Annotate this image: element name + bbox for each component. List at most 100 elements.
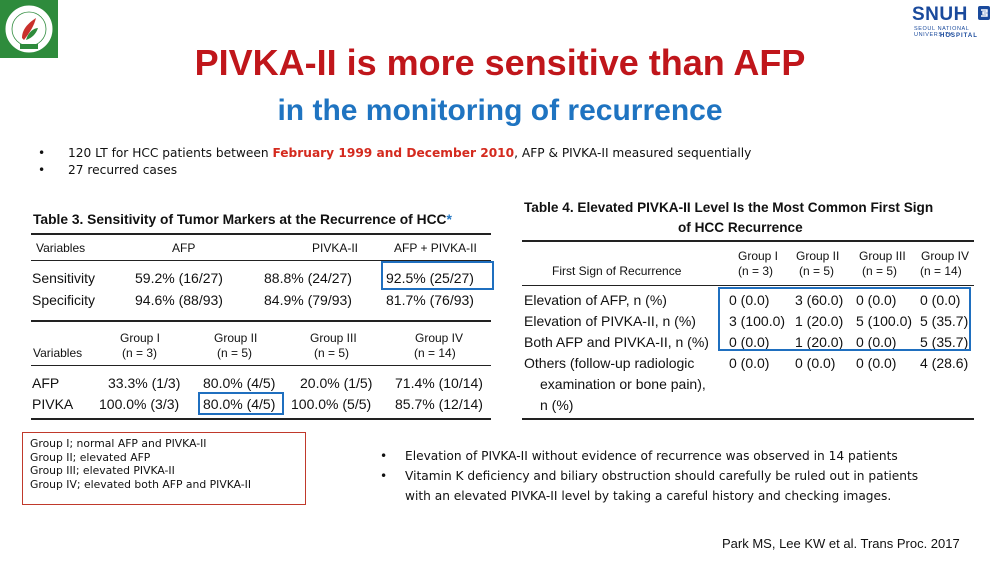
table-cell: 80.0% (4/5): [203, 375, 276, 391]
bullet-text: , AFP & PIVKA-II measured sequentially: [514, 146, 752, 160]
table-cell: 84.9% (79/93): [264, 292, 352, 308]
rule: [31, 233, 491, 235]
bullet-icon: •: [380, 469, 388, 483]
group-header: (n = 5): [217, 346, 253, 360]
table-cell: 71.4% (10/14): [395, 375, 483, 391]
table-cell: 94.6% (88/93): [135, 292, 223, 308]
snuh-logo: SNUH SEOUL NATIONAL UNIVERSITY HOSPITAL: [912, 4, 994, 40]
highlight-box: [718, 287, 971, 351]
snuh-logo-text: SNUH: [912, 4, 968, 25]
bullet-text: with an elevated PIVKA-II level by takin…: [405, 489, 892, 503]
group-header: Group IV: [921, 249, 970, 263]
group-header: (n = 5): [314, 346, 350, 360]
table-3-title: Table 3. Sensitivity of Tumor Markers at…: [33, 212, 452, 227]
table-cell: 81.7% (76/93): [386, 292, 474, 308]
snuh-logo-subtext: SEOUL NATIONAL UNIVERSITY: [914, 26, 970, 38]
society-seal-logo: [0, 0, 58, 58]
bullet-highlight: February 1999 and December 2010: [272, 146, 515, 160]
col-header: AFP: [172, 241, 196, 255]
rule: [31, 260, 491, 261]
table-cell: 100.0% (3/3): [99, 396, 180, 412]
col-header: Variables: [33, 346, 83, 360]
table-cell: 0 (0.0): [856, 334, 897, 350]
row-label: n (%): [540, 397, 574, 413]
group-header: Group II: [796, 249, 840, 263]
legend-item: Group III; elevated PIVKA-II: [30, 464, 175, 478]
footnote-mark: *: [446, 212, 452, 227]
table-cell: 100.0% (5/5): [291, 396, 372, 412]
table-cell: 0 (0.0): [920, 292, 961, 308]
row-label: Specificity: [32, 292, 96, 308]
table-cell: 0 (0.0): [729, 355, 770, 371]
bullet-text: Elevation of PIVKA-II without evidence o…: [405, 449, 898, 463]
table-cell: 3 (60.0): [795, 292, 844, 308]
legend-item: Group II; elevated AFP: [30, 450, 151, 464]
table-cell: 0 (0.0): [729, 334, 770, 350]
row-label: PIVKA: [32, 396, 74, 412]
row-label: Elevation of AFP, n (%): [524, 292, 667, 308]
row-label: Elevation of PIVKA-II, n (%): [524, 313, 696, 329]
citation: Park MS, Lee KW et al. Trans Proc. 2017: [722, 536, 960, 551]
col-header: First Sign of Recurrence: [552, 264, 682, 278]
table-cell: 5 (35.7): [920, 334, 969, 350]
table-4-title-line-2: of HCC Recurrence: [678, 220, 803, 235]
table-cell: 0 (0.0): [729, 292, 770, 308]
group-header: (n = 14): [920, 264, 962, 278]
group-header: (n = 3): [738, 264, 774, 278]
group-header: (n = 5): [799, 264, 835, 278]
bullet-icon: •: [380, 449, 388, 463]
table-cell: 88.8% (24/27): [264, 270, 352, 286]
group-header: Group III: [310, 331, 357, 345]
col-header: AFP + PIVKA-II: [394, 241, 477, 255]
snuh-mark-icon: [978, 6, 990, 20]
bullet-icon: •: [38, 163, 46, 177]
bottom-bullet-list: • Elevation of PIVKA-II without evidence…: [380, 449, 980, 509]
top-bullet-list: • 120 LT for HCC patients between Februa…: [38, 146, 838, 182]
table-cell: 85.7% (12/14): [395, 396, 483, 412]
row-label: Others (follow-up radiologic: [524, 355, 695, 371]
legend-item: Group I; normal AFP and PIVKA-II: [30, 437, 207, 450]
rule: [522, 285, 974, 286]
snuh-logo-subtext-2: HOSPITAL: [940, 33, 978, 39]
bullet-text: 120 LT for HCC patients between: [68, 146, 273, 160]
table-cell: 5 (35.7): [920, 313, 969, 329]
bullet-icon: •: [38, 146, 46, 160]
slide-subtitle: in the monitoring of recurrence: [277, 94, 723, 127]
table-cell: 1 (20.0): [795, 334, 844, 350]
table-cell: 1 (20.0): [795, 313, 844, 329]
table-cell: 4 (28.6): [920, 355, 969, 371]
table-cell: 80.0% (4/5): [203, 396, 276, 412]
group-header: Group I: [738, 249, 779, 263]
table-cell: 3 (100.0): [729, 313, 786, 329]
group-header: (n = 14): [414, 346, 456, 360]
table-cell: 0 (0.0): [795, 355, 836, 371]
bullet-text: 27 recurred cases: [68, 163, 178, 177]
col-header: Variables: [36, 241, 86, 255]
row-label: Both AFP and PIVKA-II, n (%): [524, 334, 709, 350]
rule: [31, 365, 491, 366]
legend-item: Group IV; elevated both AFP and PIVKA-II: [30, 477, 252, 491]
highlight-box: [198, 392, 284, 415]
row-label: AFP: [32, 375, 60, 391]
group-header: (n = 3): [122, 346, 158, 360]
group-header: Group I: [120, 331, 161, 345]
col-header: PIVKA-II: [312, 241, 359, 255]
group-header: Group III: [859, 249, 906, 263]
table-cell: 92.5% (25/27): [386, 270, 474, 286]
table-cell: 0 (0.0): [856, 292, 897, 308]
table-cell: 20.0% (1/5): [300, 375, 373, 391]
group-header: Group II: [214, 331, 258, 345]
rule: [31, 320, 491, 322]
highlight-box: [381, 261, 494, 290]
group-header: (n = 5): [862, 264, 898, 278]
rule: [522, 240, 974, 242]
slide-title: PIVKA-II is more sensitive than AFP: [194, 42, 806, 83]
rule: [31, 418, 491, 420]
group-legend-box: Group I; normal AFP and PIVKA-II Group I…: [22, 432, 306, 505]
table-cell: 0 (0.0): [856, 355, 897, 371]
bottom-bullet-continuation: with an elevated PIVKA-II level by takin…: [405, 489, 891, 503]
table-cell: 33.3% (1/3): [108, 375, 181, 391]
table-cell: 5 (100.0): [856, 313, 913, 329]
row-label: examination or bone pain),: [540, 376, 706, 392]
table-4-title: Table 4. Elevated PIVKA-II Level Is the …: [524, 200, 934, 215]
